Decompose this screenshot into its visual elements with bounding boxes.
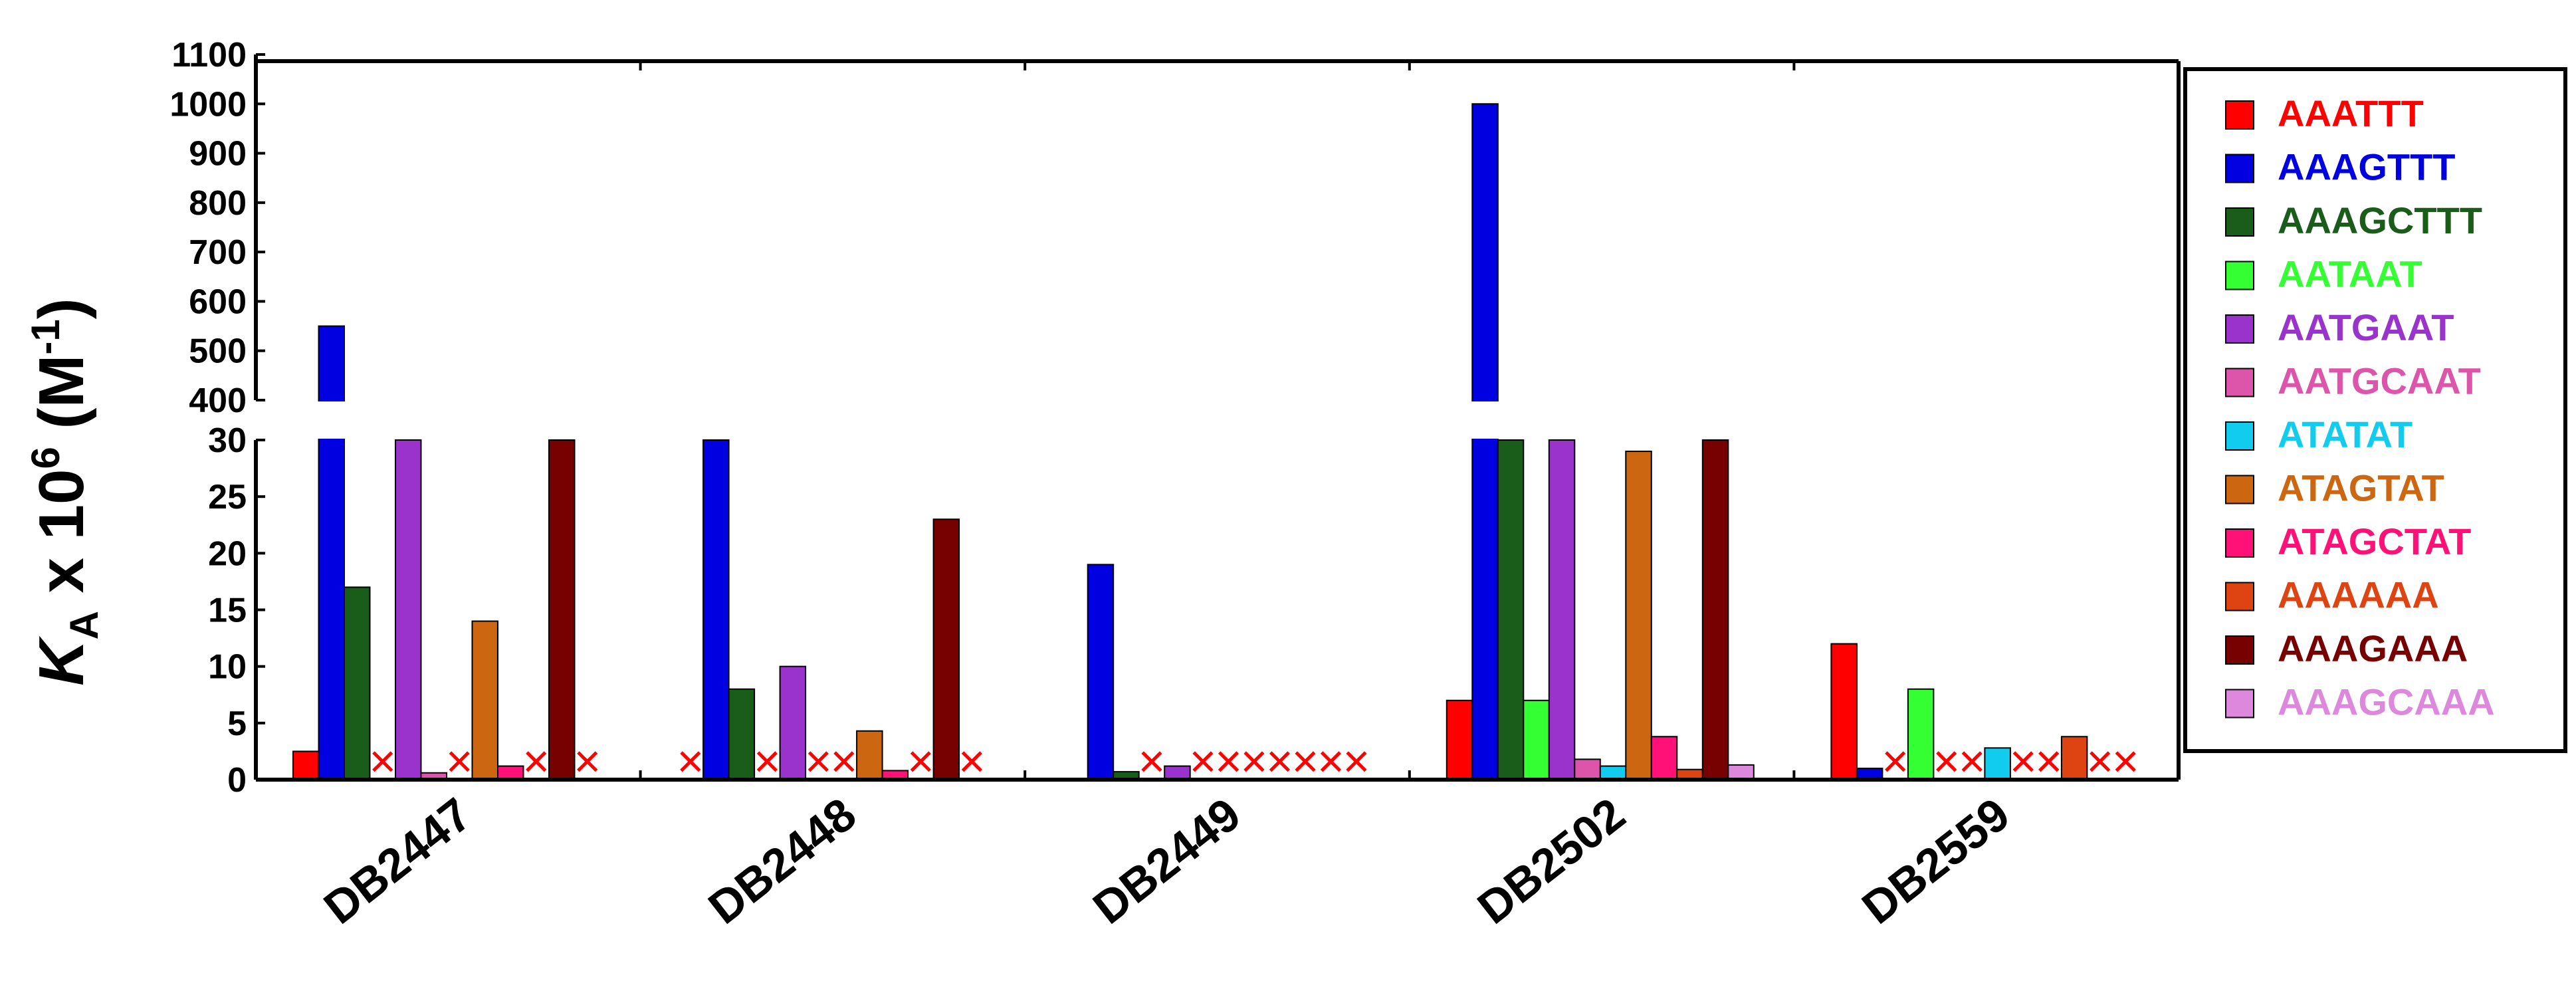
bar <box>497 765 524 781</box>
legend-swatch <box>2225 154 2254 183</box>
legend-swatch <box>2225 207 2254 237</box>
bar <box>1548 439 1576 780</box>
category-label: DB2447 <box>314 788 481 934</box>
legend: AAATTT AAAGTTT AAAGCTTT AATAAT AATGAAT AATGCA… <box>2183 67 2567 753</box>
category-label: DB2448 <box>699 788 865 934</box>
legend-swatch <box>2225 100 2254 130</box>
ylabel-symbol: K <box>26 635 97 686</box>
bar <box>856 730 883 781</box>
bar <box>1984 747 2011 780</box>
bar <box>1907 688 1935 780</box>
category-labels: DB2447 DB2448 DB2449 DB2502 DB2559 <box>314 788 2019 934</box>
legend-label: AAAGAAA <box>2278 627 2468 669</box>
bar <box>395 439 422 780</box>
ylabel-unit-open: (M <box>26 355 97 447</box>
bar <box>1574 758 1601 780</box>
legend-swatch <box>2225 582 2254 611</box>
bar <box>1599 765 1627 781</box>
axes-group: 400 500 600 700 800 900 1000 1100 0 5 10 15 20 25 30 <box>169 36 2181 800</box>
y-axis-title-text: KA x 106 (M-1) <box>23 298 106 686</box>
legend-label: AAATTT <box>2278 92 2424 134</box>
bar <box>548 439 576 780</box>
y-tick-label: 25 <box>208 478 247 516</box>
legend-label: AAAAAA <box>2278 574 2439 616</box>
y-tick-label: 700 <box>189 233 247 272</box>
legend-label: AAAGCTTT <box>2278 199 2482 241</box>
bar <box>932 518 960 780</box>
bar <box>292 750 320 780</box>
y-tick-label: 15 <box>208 592 247 630</box>
bar <box>1523 699 1550 781</box>
legend-swatch <box>2225 314 2254 344</box>
bar <box>1830 643 1858 780</box>
bar <box>344 586 371 781</box>
y-tick-label: 0 <box>227 761 247 800</box>
axis-break-gap <box>245 401 2181 439</box>
legend-label: AAAGTTT <box>2278 146 2456 188</box>
bar <box>1701 439 1729 780</box>
y-tick-label: 1000 <box>169 85 247 124</box>
y-tick-label: 5 <box>227 705 247 743</box>
ylabel-subscript: A <box>62 611 106 639</box>
legend-swatch <box>2225 261 2254 290</box>
category-label: DB2502 <box>1468 788 1634 934</box>
legend-swatch <box>2225 421 2254 451</box>
ylabel-unit-exp: -1 <box>23 319 68 354</box>
bar <box>1446 699 1473 781</box>
bar <box>702 439 730 780</box>
bar <box>1087 564 1115 780</box>
y-tick-label: 1100 <box>171 36 247 74</box>
bar <box>1625 451 1652 780</box>
bar <box>1164 765 1191 781</box>
legend-swatch <box>2225 528 2254 558</box>
y-tick-label: 20 <box>208 534 247 573</box>
y-tick-label: 500 <box>189 332 247 371</box>
bar <box>1471 103 1499 781</box>
y-axis-title: KA x 106 (M-1) <box>23 298 106 686</box>
y-tick-label: 10 <box>208 648 247 687</box>
legend-label: ATAGCTAT <box>2278 520 2471 562</box>
bar <box>1650 736 1678 780</box>
legend-label: AATGAAT <box>2278 306 2454 348</box>
y-tick-label: 400 <box>189 382 247 420</box>
legend-swatch <box>2225 635 2254 665</box>
ylabel-exponent: 6 <box>23 447 68 469</box>
bar <box>779 665 807 781</box>
legend-label: AAAGCAAA <box>2278 681 2495 723</box>
y-tick-label: 900 <box>189 135 247 173</box>
legend-label: ATAGTAT <box>2278 467 2444 509</box>
category-label: DB2559 <box>1853 788 2019 934</box>
y-tick-label: 800 <box>189 184 247 223</box>
y-tick-label: 30 <box>208 421 247 460</box>
bar <box>2060 736 2088 780</box>
category-label: DB2449 <box>1083 788 1249 934</box>
bar <box>471 620 498 780</box>
bar <box>318 325 345 781</box>
y-tick-label: 600 <box>189 282 247 321</box>
legend-swatch <box>2225 475 2254 504</box>
bar <box>1497 439 1525 780</box>
legend-label: AATGCAAT <box>2278 360 2481 402</box>
legend-swatch <box>2225 368 2254 397</box>
bar <box>728 688 756 780</box>
ylabel-rest: x 10 <box>26 469 97 611</box>
bar <box>1727 764 1755 781</box>
legend-label: AATAAT <box>2278 253 2422 295</box>
legend-label: ATATAT <box>2278 413 2413 455</box>
ylabel-unit-close: ) <box>26 298 97 319</box>
legend-swatch <box>2225 689 2254 719</box>
